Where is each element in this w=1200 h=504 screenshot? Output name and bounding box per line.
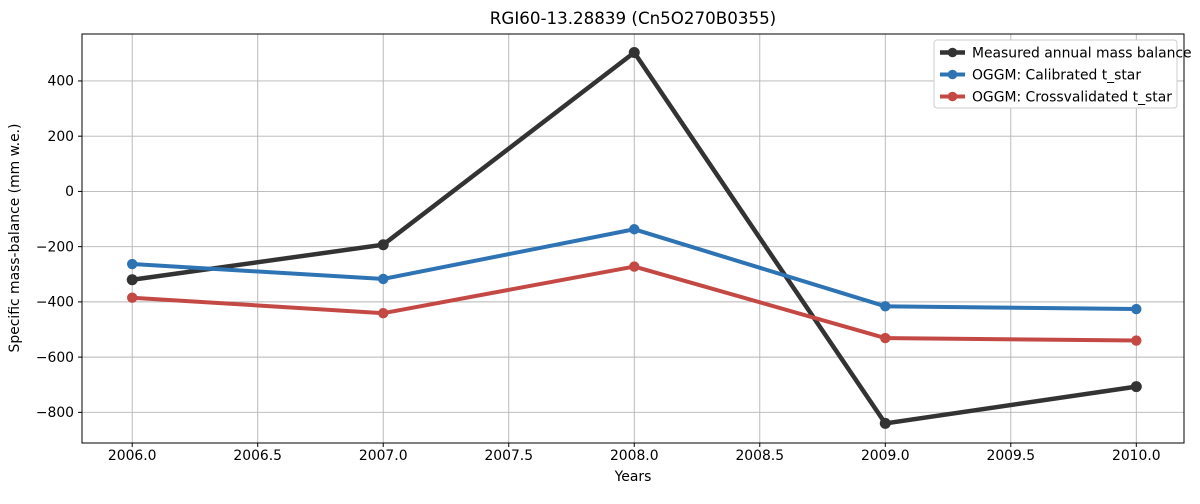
legend-item: Measured annual mass balance: [940, 46, 1192, 62]
data-point: [880, 301, 891, 312]
tick-layer: 2006.0 2006.5 2007.0 2007.5 2008.0 2008.5 2009…: [36, 74, 1161, 464]
x-axis-label: Years: [614, 469, 652, 485]
data-point: [880, 332, 891, 344]
chart-title: RGI60-13.28839 (Cn5O270B0355): [490, 8, 776, 28]
legend-label: Measured annual mass balance: [972, 46, 1192, 62]
data-point: [1131, 303, 1142, 315]
legend-marker-dot: [947, 47, 958, 58]
legend-box: [933, 39, 1178, 109]
y-tick-label: 0: [65, 184, 74, 200]
y-tick-label: −600: [36, 350, 74, 366]
data-point: [377, 239, 389, 251]
series-layer: [126, 47, 1142, 429]
x-tick-label: 2009.0: [861, 448, 910, 464]
legend-marker-dot: [947, 91, 958, 102]
data-point: [378, 308, 389, 319]
plot-frame: [81, 33, 1185, 444]
data-point: [127, 258, 138, 270]
y-tick-label: −200: [36, 239, 74, 255]
data-point: [127, 292, 138, 303]
data-point: [628, 47, 640, 59]
x-tick-label: 2006.0: [108, 448, 157, 464]
x-tick-label: 2007.0: [359, 448, 408, 464]
y-axis-label: Specific mass-balance (mm w.e.): [7, 124, 23, 353]
x-tick-label: 2010.0: [1112, 448, 1161, 464]
data-point: [126, 274, 138, 286]
x-tick-label: 2007.5: [484, 448, 533, 464]
data-point: [879, 417, 891, 429]
y-tick-label: −800: [36, 405, 74, 421]
data-point: [629, 261, 640, 272]
data-point: [1130, 381, 1142, 393]
y-tick-label: −400: [36, 295, 74, 311]
legend-label: OGGM: Calibrated t_star: [972, 68, 1141, 84]
x-tick-label: 2008.5: [735, 448, 784, 464]
legend-marker-dot: [947, 69, 958, 80]
legend: Measured annual mass balance OGGM: Calibr…: [933, 39, 1192, 109]
legend-label: OGGM: Crossvalidated t_star: [972, 90, 1172, 106]
legend-item: OGGM: Crossvalidated t_star: [940, 90, 1172, 106]
x-tick-label: 2006.5: [233, 448, 282, 464]
x-tick-label: 2008.0: [610, 448, 659, 464]
data-point: [378, 273, 389, 285]
legend-item: OGGM: Calibrated t_star: [940, 68, 1141, 84]
y-tick-label: 400: [47, 74, 74, 90]
y-tick-label: 200: [47, 129, 74, 145]
data-point: [629, 224, 640, 235]
x-tick-label: 2009.5: [986, 448, 1035, 464]
data-point: [1131, 335, 1142, 346]
